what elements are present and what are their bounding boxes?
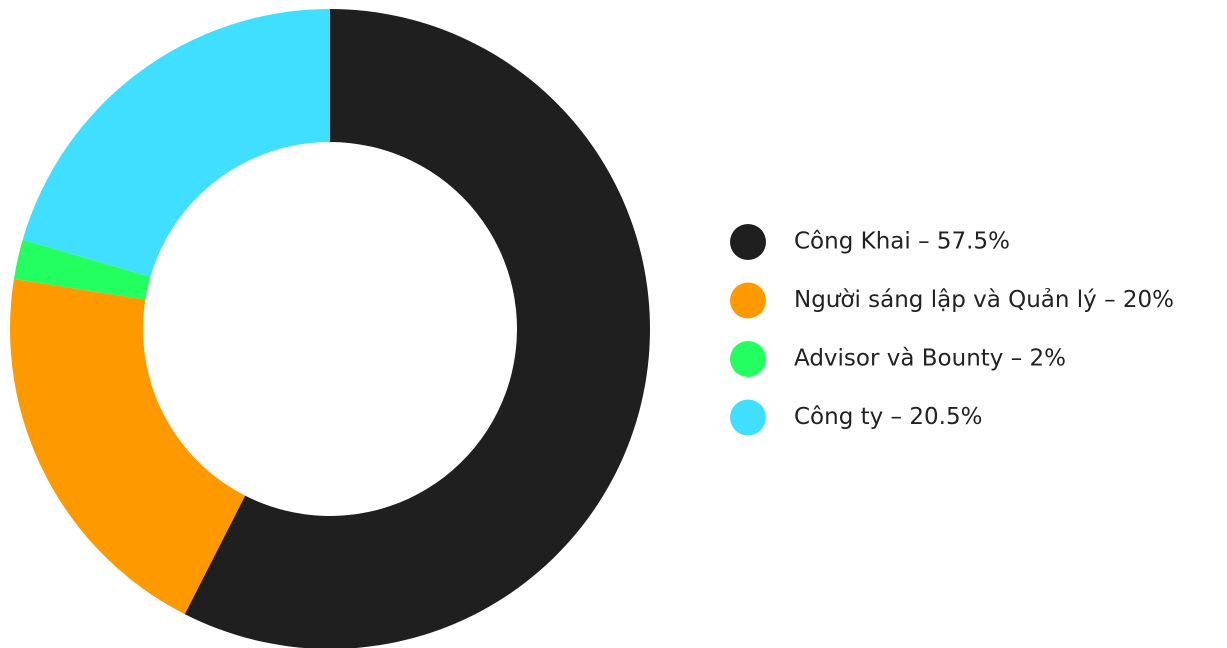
legend-label: Công Khai – 57.5%: [794, 229, 1010, 255]
legend-swatch: [730, 341, 766, 377]
legend-label: Advisor và Bounty – 2%: [794, 346, 1066, 372]
donut-slice: [22, 9, 330, 277]
donut-slice: [10, 278, 246, 615]
legend-label: Công ty – 20.5%: [794, 404, 982, 430]
legend-label: Người sáng lập và Quản lý – 20%: [794, 287, 1174, 313]
donut-slice: [184, 9, 650, 648]
donut-slice: [13, 239, 151, 300]
legend-swatch: [730, 224, 766, 260]
legend-swatch: [730, 282, 766, 319]
legend-swatch: [730, 399, 766, 436]
